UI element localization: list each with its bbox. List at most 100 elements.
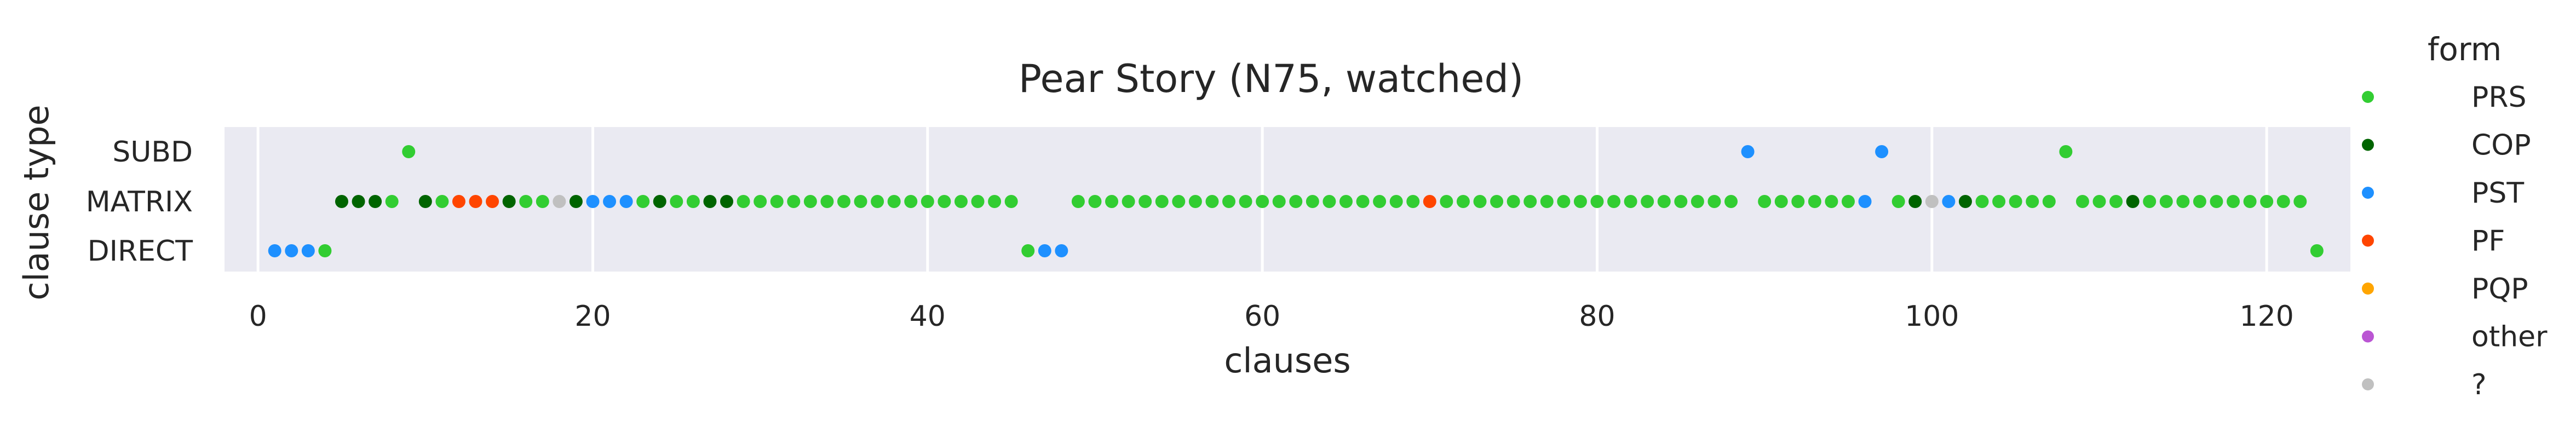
data-point [2143,195,2157,208]
legend-label: PRS [2471,81,2527,114]
data-point [1908,195,1922,208]
data-point [954,195,968,208]
legend-marker [2362,234,2374,247]
data-point [385,195,399,208]
data-point [1791,195,1805,208]
y-tick-label: SUBD [112,136,193,169]
data-point [787,195,801,208]
data-point [1774,195,1788,208]
data-point [1557,195,1571,208]
data-point [2276,195,2290,208]
data-point [1256,195,1269,208]
data-point [1456,195,1470,208]
data-point [837,195,850,208]
data-point [486,195,499,208]
data-point [1958,195,1972,208]
x-tick-label: 120 [2240,300,2294,333]
data-point [1339,195,1353,208]
data-point [2059,145,2073,158]
data-point [553,195,566,208]
legend-label: other [2471,321,2548,354]
data-point [1122,195,1135,208]
data-point [1507,195,1520,208]
data-points [268,145,2324,257]
data-point [2092,195,2106,208]
legend-marker [2362,378,2374,390]
x-tick-labels: 0 20 40 60 80 100 120 [249,300,2294,333]
data-point [1004,195,1018,208]
data-point [2260,195,2274,208]
data-point [352,195,365,208]
data-point [1440,195,1453,208]
data-point [1155,195,1169,208]
data-point [1373,195,1387,208]
data-point [1323,195,1336,208]
legend-label: ? [2471,368,2487,401]
data-point [803,195,817,208]
data-point [435,195,449,208]
data-point [1038,244,1051,257]
data-point [988,195,1002,208]
data-point [418,195,432,208]
data-point [1808,195,1821,208]
data-point [402,145,416,158]
chart-title: Pear Story (N75, watched) [1019,56,1523,101]
legend-marker [2362,187,2374,199]
data-point [887,195,901,208]
data-point [2126,195,2140,208]
data-point [536,195,549,208]
data-point [1423,195,1436,208]
data-point [1641,195,1654,208]
data-point [938,195,951,208]
legend-label: COP [2471,129,2531,162]
data-point [686,195,700,208]
data-point [1188,195,1202,208]
data-point [1406,195,1420,208]
data-point [1841,195,1855,208]
legend-marker [2362,283,2374,295]
data-point [569,195,583,208]
data-point [2026,195,2039,208]
data-point [1573,195,1587,208]
data-point [469,195,482,208]
data-point [1356,195,1370,208]
x-tick-label: 0 [249,300,267,333]
data-point [1657,195,1671,208]
data-point [285,244,298,257]
x-tick-label: 100 [1905,300,1959,333]
data-point [1055,244,1068,257]
data-point [2009,195,2022,208]
data-point [770,195,784,208]
legend-marker [2362,330,2374,343]
data-point [754,195,767,208]
data-point [2075,195,2089,208]
data-point [2310,244,2324,257]
data-point [1389,195,1403,208]
x-tick-label: 20 [574,300,611,333]
data-point [2193,195,2206,208]
data-point [369,195,382,208]
data-point [1891,195,1905,208]
data-point [1473,195,1487,208]
data-point [1590,195,1604,208]
data-point [1306,195,1319,208]
x-tick-label: 80 [1579,300,1615,333]
data-point [737,195,750,208]
data-point [1205,195,1219,208]
data-point [318,244,332,257]
legend-marker [2362,91,2374,103]
legend-label: PF [2471,225,2505,258]
data-point [619,195,633,208]
data-point [335,195,348,208]
data-point [1741,145,1755,158]
data-point [1021,244,1035,257]
data-point [1942,195,1956,208]
y-tick-label: DIRECT [88,235,193,268]
data-point [820,195,834,208]
data-point [1624,195,1637,208]
data-point [2176,195,2190,208]
legend: form PRS COP PST PF PQP other? [2362,31,2548,401]
data-point [1540,195,1554,208]
data-point [653,195,666,208]
